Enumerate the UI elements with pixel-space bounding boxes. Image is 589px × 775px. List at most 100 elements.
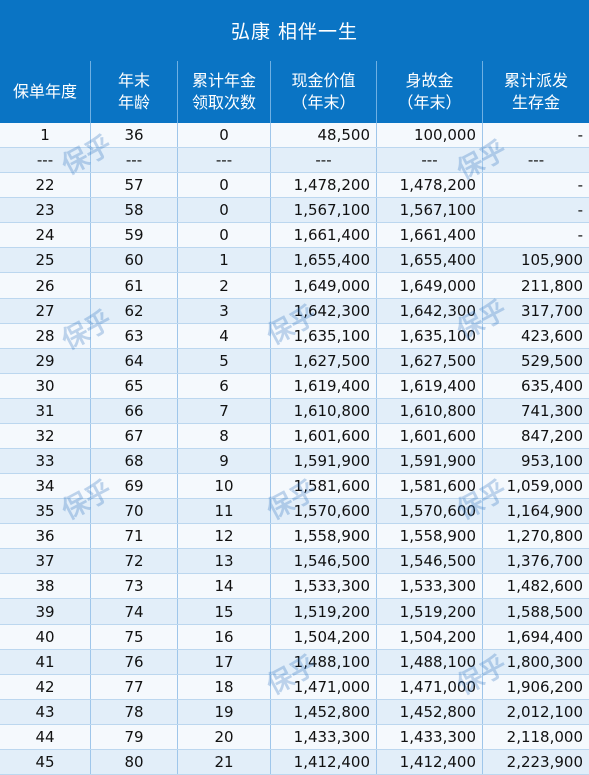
cell-annuity-count: 15 xyxy=(178,599,271,624)
cell-annuity-count: 13 xyxy=(178,549,271,574)
cell-cash-value: 1,504,200 xyxy=(271,624,377,649)
cell-age: 76 xyxy=(91,649,178,674)
cell-cash-value: 1,558,900 xyxy=(271,524,377,549)
cell-age: 60 xyxy=(91,248,178,273)
cell-cash-value: 1,570,600 xyxy=(271,499,377,524)
cell-policy-year: 45 xyxy=(0,749,91,775)
cell-cash-value: 1,546,500 xyxy=(271,549,377,574)
cell-policy-year: --- xyxy=(0,148,91,173)
cell-age: 72 xyxy=(91,549,178,574)
cell-survival-benefit: 1,376,700 xyxy=(506,552,583,571)
cell-death-benefit: 1,570,600 xyxy=(377,499,483,524)
cell-survival-benefit: 1,059,000 xyxy=(506,477,583,496)
cell-survival-benefit: - xyxy=(577,176,583,195)
cell-death-benefit: 1,488,100 xyxy=(377,649,483,674)
cell-cash-value: 48,500 xyxy=(271,123,377,148)
cell-death-benefit: 100,000 xyxy=(377,123,483,148)
table-title: 弘康 相伴一生 xyxy=(230,20,359,43)
cell-death-benefit: 1,627,500 xyxy=(377,348,483,373)
cell-policy-year: 24 xyxy=(0,223,91,248)
cell-death-benefit: 1,546,500 xyxy=(377,549,483,574)
cell-age: 80 xyxy=(91,749,178,775)
table-body: 1 36 0 48,500 100,000- --- --- --- --- --- --- 22 57… xyxy=(0,123,589,775)
cell-annuity-count: 0 xyxy=(178,123,271,148)
cell-annuity-count: 0 xyxy=(178,173,271,198)
cell-death-benefit: 1,635,100 xyxy=(377,323,483,348)
cell-policy-year: 43 xyxy=(0,699,91,724)
cell-annuity-count: 12 xyxy=(178,524,271,549)
cell-survival-benefit: 635,400 xyxy=(520,376,583,395)
cell-policy-year: 36 xyxy=(0,524,91,549)
cell-age: 58 xyxy=(91,198,178,223)
cell-survival-benefit: 1,270,800 xyxy=(506,527,583,546)
cell-policy-year: 44 xyxy=(0,724,91,749)
table-row: 37 72 13 1,546,500 1,546,500 1,376,700 xyxy=(0,549,589,575)
cell-death-benefit: 1,642,300 xyxy=(377,298,483,323)
cell-annuity-count: 20 xyxy=(178,724,271,749)
table-row: 1 36 0 48,500 100,000 - xyxy=(0,123,589,149)
table-row: 35 70 11 1,570,600 1,570,600 1,164,900 xyxy=(0,499,589,525)
cell-cash-value: 1,519,200 xyxy=(271,599,377,624)
cell-annuity-count: 3 xyxy=(178,298,271,323)
cell-survival-benefit: 1,482,600 xyxy=(506,577,583,596)
header-policy-year: 保单年度 xyxy=(0,61,91,123)
table-row: 23 58 0 1,567,100 1,567,100- xyxy=(0,198,589,224)
cell-cash-value: 1,601,600 xyxy=(271,423,377,449)
cell-policy-year: 22 xyxy=(0,173,91,198)
cell-cash-value: 1,567,100 xyxy=(271,198,377,223)
cell-death-benefit: 1,567,100 xyxy=(377,198,483,223)
cell-policy-year: 33 xyxy=(0,449,91,474)
header-death-benefit: 身故金 （年末） xyxy=(377,61,483,123)
cell-death-benefit: 1,433,300 xyxy=(377,724,483,749)
cell-death-benefit: 1,581,600 xyxy=(377,474,483,499)
cell-policy-year: 1 xyxy=(0,123,91,148)
cell-annuity-count: 0 xyxy=(178,198,271,223)
cell-annuity-count: 16 xyxy=(178,624,271,649)
table-row: 42 77 18 1,471,000 1,471,000 1,906,200 xyxy=(0,674,589,700)
table-row: 31 66 7 1,610,800 1,610,800 741,300 xyxy=(0,398,589,424)
cell-age: 79 xyxy=(91,724,178,749)
cell-annuity-count: 8 xyxy=(178,423,271,449)
cell-age: --- xyxy=(91,148,178,173)
cell-death-benefit: 1,649,000 xyxy=(377,273,483,298)
cell-death-benefit: 1,610,800 xyxy=(377,398,483,423)
table-row: 40 75 16 1,504,200 1,504,200 1,694,400 xyxy=(0,624,589,650)
header-survival-benefit: 累计派发 生存金 xyxy=(503,71,568,112)
cell-age: 69 xyxy=(91,474,178,499)
cell-annuity-count: 11 xyxy=(178,499,271,524)
cell-age: 67 xyxy=(91,423,178,449)
cell-age: 68 xyxy=(91,449,178,474)
cell-survival-benefit: 1,906,200 xyxy=(506,677,583,696)
header-age-end-of-year: 年末 年龄 xyxy=(91,61,178,123)
cell-cash-value: 1,581,600 xyxy=(271,474,377,499)
cell-death-benefit: 1,471,000 xyxy=(377,674,483,699)
cell-survival-benefit: 2,012,100 xyxy=(506,702,583,721)
cell-survival-benefit: 953,100 xyxy=(520,452,583,471)
cell-death-benefit: --- xyxy=(377,148,483,173)
cell-annuity-count: 19 xyxy=(178,699,271,724)
table-row: 27 62 3 1,642,300 1,642,300 317,700 xyxy=(0,298,589,324)
table-row: 32 67 8 1,601,600 1,601,600 847,200 xyxy=(0,423,589,450)
table-row: 39 74 15 1,519,200 1,519,200 1,588,500 xyxy=(0,599,589,625)
cell-annuity-count: 0 xyxy=(178,223,271,248)
cell-annuity-count: 1 xyxy=(178,248,271,273)
cell-survival-benefit: --- xyxy=(527,151,545,170)
cell-annuity-count: 2 xyxy=(178,273,271,298)
cell-death-benefit: 1,519,200 xyxy=(377,599,483,624)
cell-annuity-count: --- xyxy=(178,148,271,173)
cell-survival-benefit: - xyxy=(577,126,583,145)
cell-age: 74 xyxy=(91,599,178,624)
cell-annuity-count: 10 xyxy=(178,474,271,499)
cell-annuity-count: 9 xyxy=(178,449,271,474)
cell-death-benefit: 1,591,900 xyxy=(377,449,483,474)
cell-death-benefit: 1,655,400 xyxy=(377,248,483,273)
cell-cash-value: 1,610,800 xyxy=(271,398,377,423)
cell-death-benefit: 1,533,300 xyxy=(377,574,483,599)
cell-survival-benefit: 2,223,900 xyxy=(506,752,583,771)
cell-annuity-count: 5 xyxy=(178,348,271,373)
cell-age: 70 xyxy=(91,499,178,524)
table-row: 24 59 0 1,661,400 1,661,400- xyxy=(0,223,589,249)
cell-annuity-count: 21 xyxy=(178,749,271,775)
cell-policy-year: 41 xyxy=(0,649,91,674)
